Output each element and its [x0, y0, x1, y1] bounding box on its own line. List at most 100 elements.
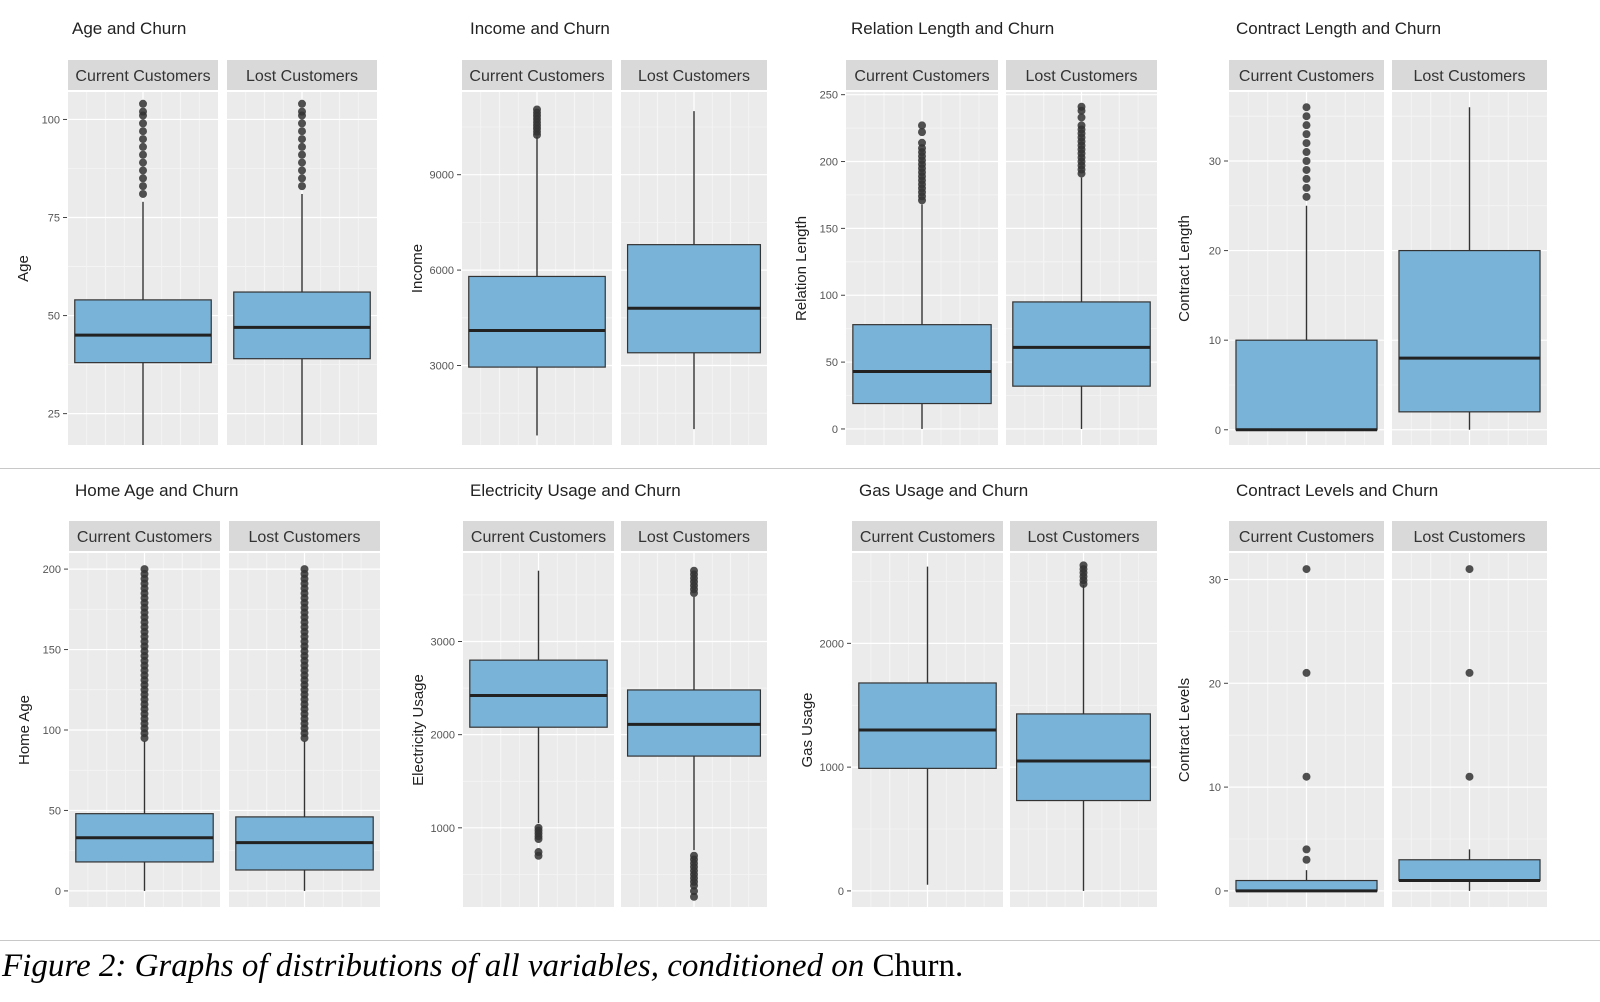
chart-panel: Income and Churn Income 3000 6000 9000 Curren…	[409, 19, 767, 445]
facet-panel: Lost Customers	[1392, 521, 1547, 907]
facet-strip-label: Current Customers	[1239, 529, 1374, 546]
outlier-point	[1302, 845, 1311, 854]
outlier-point	[139, 127, 147, 136]
chart-title: Electricity Usage and Churn	[470, 481, 681, 500]
facet-panel: Lost Customers	[1010, 521, 1157, 907]
facet-panel: Current Customers	[1229, 521, 1384, 907]
box-iqr	[233, 291, 371, 360]
y-tick-label: 9000	[430, 170, 454, 182]
y-tick-label: 0	[55, 886, 61, 898]
outlier-point	[298, 99, 306, 108]
outlier-point	[1302, 130, 1311, 139]
row-divider	[0, 468, 1600, 469]
y-tick-label: 3000	[430, 360, 454, 372]
facet-strip	[69, 521, 220, 551]
outlier-point	[298, 119, 306, 128]
facet-strip	[621, 60, 767, 90]
facet-panel: Current Customers	[463, 521, 614, 907]
y-tick-label: 1000	[820, 762, 844, 774]
box-iqr	[1235, 339, 1378, 431]
facet-panel: Current Customers	[68, 60, 218, 445]
outlier-point	[139, 174, 147, 183]
facet-strip	[463, 521, 614, 551]
y-axis-label: Gas Usage	[799, 692, 816, 767]
outlier-point	[298, 182, 306, 191]
facet-strip	[227, 60, 377, 90]
facet-strip	[462, 60, 612, 90]
outlier-point	[1302, 174, 1311, 183]
box-iqr	[1016, 713, 1151, 802]
outlier-point	[690, 887, 698, 896]
y-tick-label: 50	[49, 805, 61, 817]
facet-panel: Lost Customers	[621, 60, 767, 445]
facet-strip-label: Lost Customers	[248, 529, 360, 546]
y-axis-label: Contract Length	[1176, 215, 1193, 322]
y-axis-label: Income	[409, 244, 426, 293]
y-tick-label: 25	[48, 409, 60, 421]
y-tick-label: 75	[48, 213, 60, 225]
outlier-point	[918, 138, 926, 147]
facet-panel: Current Customers	[852, 521, 1003, 907]
chart-title: Gas Usage and Churn	[859, 481, 1028, 500]
facet-panel: Lost Customers	[1392, 60, 1547, 445]
chart-title: Contract Length and Churn	[1236, 19, 1441, 38]
outlier-point	[139, 182, 147, 191]
facet-panel: Lost Customers	[227, 60, 377, 445]
y-tick-label: 200	[820, 157, 838, 169]
outlier-point	[1302, 565, 1311, 574]
y-tick-label: 2000	[431, 730, 455, 742]
y-axis-label: Contract Levels	[1176, 678, 1193, 782]
figure-caption: Figure 2: Graphs of distributions of all…	[2, 948, 1598, 988]
outlier-point	[1302, 121, 1311, 130]
facet-strip-label: Current Customers	[469, 68, 604, 85]
y-tick-label: 10	[1209, 335, 1221, 347]
outlier-point	[298, 174, 306, 183]
y-tick-label: 30	[1209, 574, 1221, 586]
y-tick-label: 2000	[820, 638, 844, 650]
chart-title: Contract Levels and Churn	[1236, 481, 1438, 500]
outlier-point	[298, 107, 306, 116]
facet-strip	[68, 60, 218, 90]
chart-panel: Contract Length and Churn Contract Length…	[1176, 19, 1547, 445]
facet-strip	[1229, 60, 1384, 90]
outlier-point	[918, 121, 926, 130]
outlier-point	[139, 189, 147, 198]
caption-italic: Figure 2: Graphs of distributions of all…	[2, 948, 865, 984]
outlier-point	[1302, 183, 1311, 192]
facet-strip-label: Current Customers	[77, 529, 212, 546]
outlier-point	[298, 150, 306, 159]
facet-strip-label: Lost Customers	[638, 68, 750, 85]
chart-title: Income and Churn	[470, 19, 610, 38]
outlier-point	[139, 99, 147, 108]
facet-strip-label: Current Customers	[860, 529, 995, 546]
facet-panel: Current Customers	[69, 521, 220, 907]
outlier-point	[140, 565, 149, 574]
y-tick-label: 20	[1209, 678, 1221, 690]
chart-panel: Electricity Usage and Churn Electricity U…	[410, 481, 767, 907]
facet-panel: Current Customers	[462, 60, 612, 445]
outlier-point	[139, 107, 147, 116]
box-iqr	[74, 299, 212, 364]
y-tick-label: 100	[43, 725, 61, 737]
outlier-point	[1302, 103, 1311, 112]
facet-panel: Lost Customers	[1006, 60, 1157, 445]
y-tick-label: 50	[826, 357, 838, 369]
chart-panel: Age and Churn Age 25 50 75 100 Current Custome…	[15, 19, 377, 445]
outlier-point	[534, 823, 543, 832]
y-axis-label: Home Age	[16, 695, 33, 765]
y-axis-label: Age	[15, 255, 32, 282]
outlier-point	[1077, 121, 1086, 130]
outlier-point	[300, 565, 309, 574]
facet-strip-label: Lost Customers	[1025, 68, 1137, 85]
facet-strip-label: Lost Customers	[1413, 529, 1525, 546]
y-tick-label: 0	[838, 886, 844, 898]
box-iqr	[1398, 249, 1541, 413]
outlier-point	[1302, 192, 1311, 201]
outlier-point	[298, 158, 306, 167]
chart-title: Relation Length and Churn	[851, 19, 1054, 38]
box-iqr	[1398, 859, 1541, 882]
outlier-point	[1302, 668, 1311, 677]
caption-divider	[0, 940, 1600, 941]
outlier-point	[690, 566, 698, 575]
